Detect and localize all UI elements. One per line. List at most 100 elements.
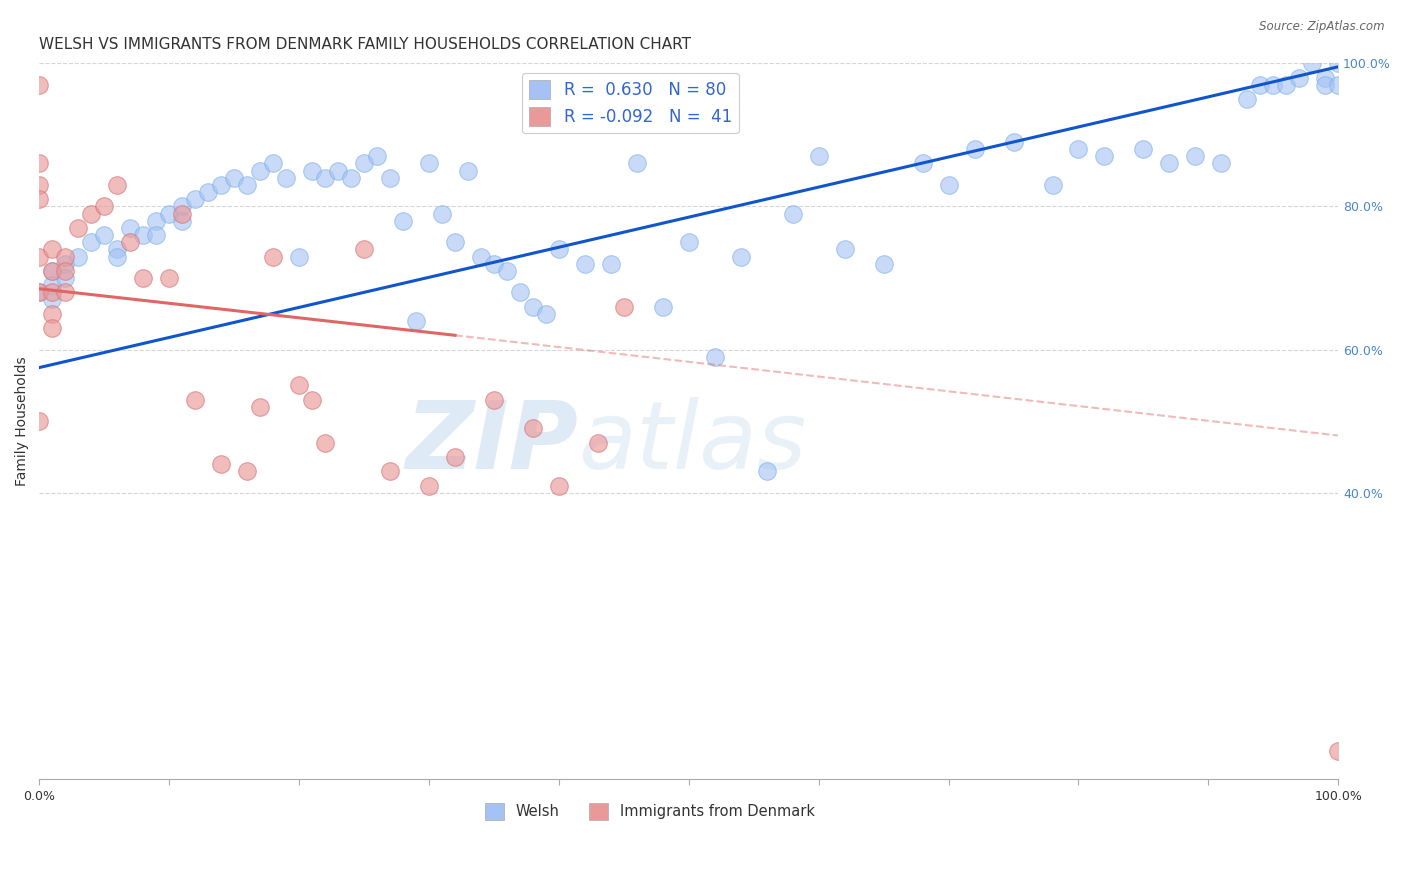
Point: [378, 170, 401, 185]
Point: [249, 400, 271, 414]
Point: [574, 257, 596, 271]
Point: [28, 192, 51, 206]
Point: [28, 414, 51, 428]
Point: [626, 156, 648, 170]
Point: [55, 271, 77, 285]
Point: [730, 250, 752, 264]
Point: [249, 163, 271, 178]
Point: [782, 206, 804, 220]
Point: [236, 464, 259, 478]
Point: [105, 250, 128, 264]
Point: [93, 199, 115, 213]
Point: [470, 250, 492, 264]
Point: [548, 478, 571, 492]
Point: [55, 257, 77, 271]
Point: [963, 142, 986, 156]
Point: [1094, 149, 1116, 163]
Point: [236, 178, 259, 192]
Point: [41, 307, 63, 321]
Point: [1315, 78, 1337, 92]
Point: [314, 170, 336, 185]
Point: [1315, 70, 1337, 85]
Point: [678, 235, 700, 250]
Point: [509, 285, 531, 300]
Point: [418, 478, 440, 492]
Point: [288, 250, 311, 264]
Point: [224, 170, 246, 185]
Y-axis label: Family Households: Family Households: [15, 357, 30, 486]
Point: [120, 220, 142, 235]
Point: [41, 278, 63, 293]
Point: [378, 464, 401, 478]
Point: [1263, 78, 1285, 92]
Point: [41, 321, 63, 335]
Point: [145, 213, 167, 227]
Point: [28, 285, 51, 300]
Point: [1042, 178, 1064, 192]
Point: [172, 199, 194, 213]
Point: [209, 178, 232, 192]
Point: [132, 228, 155, 243]
Point: [41, 264, 63, 278]
Text: Source: ZipAtlas.com: Source: ZipAtlas.com: [1260, 20, 1385, 33]
Point: [444, 235, 467, 250]
Point: [430, 206, 453, 220]
Point: [55, 250, 77, 264]
Point: [184, 392, 207, 407]
Text: ZIP: ZIP: [405, 397, 578, 489]
Point: [132, 271, 155, 285]
Point: [1067, 142, 1090, 156]
Point: [55, 264, 77, 278]
Point: [1275, 78, 1298, 92]
Point: [55, 285, 77, 300]
Point: [197, 185, 219, 199]
Point: [703, 350, 725, 364]
Point: [28, 250, 51, 264]
Point: [80, 235, 103, 250]
Point: [872, 257, 894, 271]
Point: [328, 163, 350, 178]
Point: [41, 243, 63, 257]
Point: [1159, 156, 1181, 170]
Text: atlas: atlas: [578, 397, 807, 488]
Point: [172, 206, 194, 220]
Point: [1236, 92, 1258, 106]
Point: [67, 220, 90, 235]
Point: [1288, 70, 1310, 85]
Point: [834, 243, 856, 257]
Point: [353, 156, 375, 170]
Point: [534, 307, 557, 321]
Point: [67, 250, 90, 264]
Point: [444, 450, 467, 464]
Point: [314, 435, 336, 450]
Point: [28, 178, 51, 192]
Point: [651, 300, 673, 314]
Point: [145, 228, 167, 243]
Point: [28, 78, 51, 92]
Point: [105, 178, 128, 192]
Point: [262, 250, 284, 264]
Point: [276, 170, 298, 185]
Point: [482, 257, 505, 271]
Point: [1249, 78, 1271, 92]
Point: [1327, 743, 1350, 757]
Point: [288, 378, 311, 392]
Text: WELSH VS IMMIGRANTS FROM DENMARK FAMILY HOUSEHOLDS CORRELATION CHART: WELSH VS IMMIGRANTS FROM DENMARK FAMILY …: [39, 37, 692, 53]
Point: [41, 264, 63, 278]
Point: [613, 300, 636, 314]
Point: [184, 192, 207, 206]
Point: [172, 213, 194, 227]
Point: [496, 264, 519, 278]
Point: [157, 206, 180, 220]
Point: [1211, 156, 1233, 170]
Point: [262, 156, 284, 170]
Point: [301, 392, 323, 407]
Point: [209, 457, 232, 471]
Point: [28, 156, 51, 170]
Point: [807, 149, 830, 163]
Point: [366, 149, 388, 163]
Point: [548, 243, 571, 257]
Point: [340, 170, 363, 185]
Point: [522, 300, 544, 314]
Point: [755, 464, 778, 478]
